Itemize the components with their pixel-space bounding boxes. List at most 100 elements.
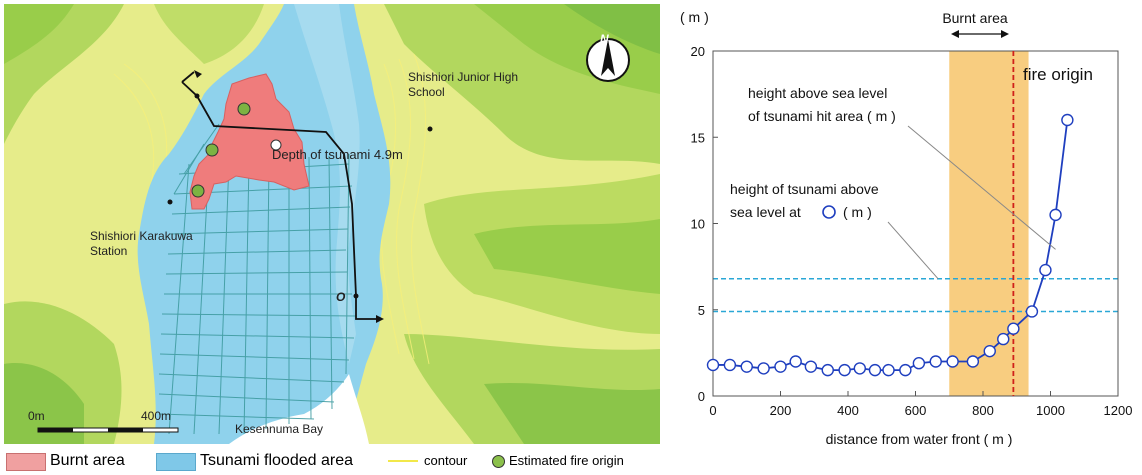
data-point [1061,113,1074,127]
depth-label: Depth of tsunami 4.9m [272,147,403,162]
plot-frame [712,50,1119,397]
legend-swatch-fire-origin [492,455,505,468]
annotation-tsunami-line1: height of tsunami above [730,181,879,197]
scale-start-label: 0m [28,409,45,423]
profile-chart: 0 200 400 600 800 1000 1200 0 5 10 15 20 ( m ) dist… [670,0,1142,475]
data-point [1007,322,1020,335]
data-point [740,360,753,373]
legend-label-contour: contour [424,453,468,468]
bay-label: Kesennuma Bay [235,422,324,436]
data-point [853,362,867,375]
legend-swatch-flooded [156,453,196,471]
data-point [946,355,959,368]
map-panel: N Shishiori Junior High School Depth of … [4,4,660,444]
legend-label-fire-origin: Estimated fire origin [509,453,624,468]
annotation-hit-area-line1: height above sea level [748,85,887,101]
x-tick-label: 0 [709,403,716,418]
north-label: N [600,32,609,46]
x-tick-label: 200 [770,403,792,418]
legend-contour: contour [388,450,498,472]
series-group [706,113,1074,377]
data-point [757,362,770,375]
y-tick-label: 20 [691,44,705,59]
fire-origin-label: fire origin [1023,65,1093,84]
x-tick-label: 400 [837,403,859,418]
section-arrow-end [376,315,384,323]
point-o-label: O [336,290,346,304]
kesennuma-bay [229,374,369,444]
y-tick-label: 10 [691,217,705,232]
data-point [882,363,895,377]
north-arrow-icon [586,38,630,82]
x-tick-label: 600 [905,403,927,418]
x-tick-label: 1000 [1036,403,1065,418]
data-point [929,355,942,368]
data-point [868,363,882,377]
legend-swatch-contour [388,460,418,462]
tsunami-flooded-area [137,4,391,444]
depth-marker [270,139,282,151]
data-point [821,363,834,377]
data-point [838,363,851,377]
fire-origin-2 [205,143,219,157]
data-point [912,357,926,370]
section-node [194,93,200,99]
chart-canvas: 0 200 400 600 800 1000 1200 0 5 10 15 20 ( m ) dist… [680,9,1133,447]
y-tick-label: 15 [691,130,705,145]
y-axis-unit-label: ( m ) [680,9,709,25]
annotation-tsunami-unit: ( m ) [843,204,872,220]
plot-frame-group [712,50,1119,397]
profile-section-line [181,71,376,320]
terrain-hills [4,4,660,444]
burnt-area-band [949,51,1029,396]
scale-end-label: 400m [141,409,172,423]
legend-flooded-area: Tsunami flooded area [156,450,386,472]
x-tick-label: 1200 [1104,403,1133,418]
burnt-area-band-group [949,51,1029,396]
data-point [774,360,787,373]
fire-origin-3 [191,184,205,198]
data-point [804,360,818,373]
section-arrow-start [194,70,202,78]
point-o-marker [353,293,359,299]
annotation-leaders-group [887,125,1056,280]
map-canvas [4,4,660,444]
ticks-group: 0 200 400 600 800 1000 1200 0 5 10 15 20 [691,44,1133,418]
data-point [899,363,912,377]
burnt-area-label: Burnt area [942,10,1008,26]
annotation-hit-area-line2: of tsunami hit area ( m ) [748,108,896,124]
map-legend: Burnt area Tsunami flooded area contour … [6,450,666,472]
leader-hit-area [907,125,1056,250]
x-axis-label: distance from water front ( m ) [826,431,1013,447]
data-point [966,355,980,368]
x-tick-label: 800 [972,403,994,418]
legend-label-flooded: Tsunami flooded area [200,452,353,469]
burnt-area-arrow-right [1001,30,1009,38]
y-tick-label: 0 [698,389,705,404]
data-point [789,355,802,368]
legend-swatch-burnt [6,453,46,471]
data-point [723,358,737,372]
y-tick-label: 5 [698,303,705,318]
legend-label-burnt: Burnt area [50,452,125,469]
station-marker [167,199,173,205]
station-label: Shishiori Karakuwa Station [90,229,193,258]
data-point [983,344,996,358]
data-point [997,332,1010,346]
legend-fire-origin: Estimated fire origin [492,450,667,472]
annotation-tsunami-line2: sea level at [730,204,801,220]
data-point [706,358,720,372]
fire-origin-1 [237,102,251,116]
data-point [1039,263,1052,277]
data-point [1025,305,1039,318]
junior-high-label: Shishiori Junior High School [408,70,519,99]
reference-lines-group [713,277,1118,313]
river-channel [294,4,360,364]
leader-tsunami-height [887,221,939,280]
junior-high-marker [427,126,433,132]
legend-burnt-area: Burnt area [6,450,156,472]
burnt-area-arrow-left [951,30,959,38]
annotation-marker-icon [822,205,836,219]
scale-bar [37,427,179,433]
data-point [1049,208,1062,222]
